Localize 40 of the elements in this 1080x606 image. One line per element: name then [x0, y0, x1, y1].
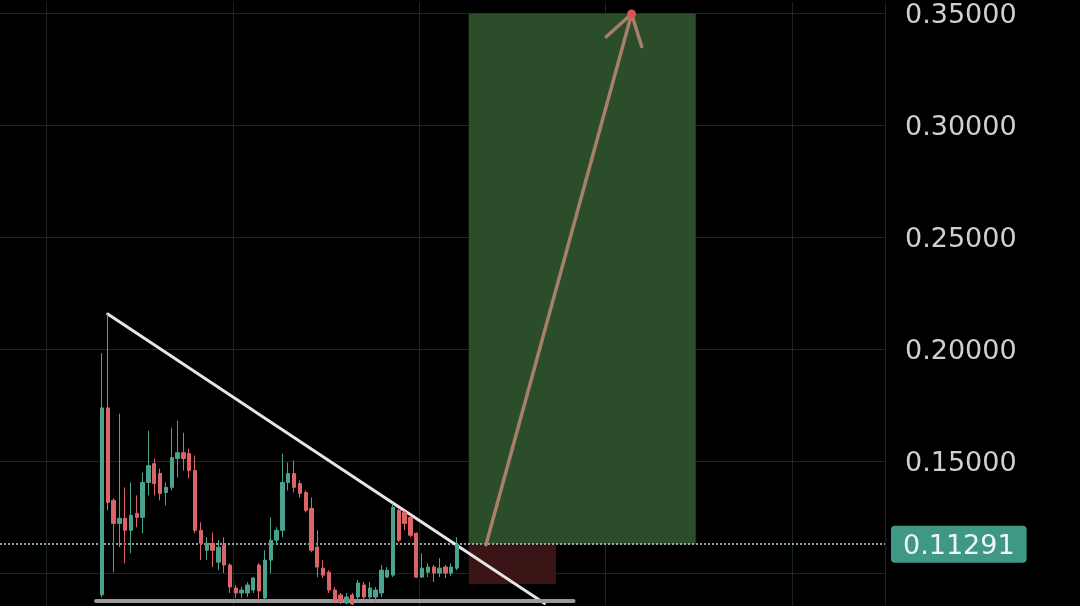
candlestick	[455, 536, 459, 571]
candlestick	[426, 562, 430, 578]
candlestick	[158, 468, 162, 501]
ref-line-label: 0.11291	[903, 528, 1015, 560]
candlestick	[117, 413, 122, 548]
candlestick	[362, 581, 366, 603]
candlestick	[443, 564, 448, 579]
candlestick	[350, 592, 354, 606]
candlestick	[100, 352, 104, 599]
candlestick	[437, 557, 442, 578]
candlestick	[222, 536, 226, 574]
candlestick	[205, 536, 209, 561]
candlestick	[152, 457, 156, 496]
candlestick	[164, 481, 168, 506]
candlestick	[344, 592, 349, 605]
candlestick	[257, 562, 261, 602]
candlestick	[391, 502, 395, 578]
candlestick	[216, 539, 221, 571]
candlestick	[298, 479, 302, 498]
y-tick-label: 0.15000	[905, 445, 1017, 477]
y-tick-label: 0.30000	[905, 109, 1017, 141]
candlestick	[420, 552, 424, 579]
y-tick-label: 0.20000	[905, 333, 1017, 365]
candlestick	[292, 460, 296, 494]
candlestick	[193, 455, 197, 534]
candlestick	[321, 559, 325, 579]
candlestick	[356, 579, 360, 603]
candlestick	[263, 549, 267, 602]
candlestick	[449, 562, 453, 577]
candlestick	[135, 494, 139, 528]
candlestick	[327, 569, 331, 594]
candlestick	[210, 531, 215, 568]
candlestick	[228, 562, 232, 594]
candlestick	[123, 486, 127, 564]
candlestick	[432, 564, 436, 583]
y-tick-label: 0.25000	[905, 221, 1017, 253]
candlestick	[199, 521, 203, 561]
candlestick	[234, 584, 238, 599]
y-tick-label: 0.35000	[905, 0, 1017, 29]
candlestick	[129, 481, 133, 554]
